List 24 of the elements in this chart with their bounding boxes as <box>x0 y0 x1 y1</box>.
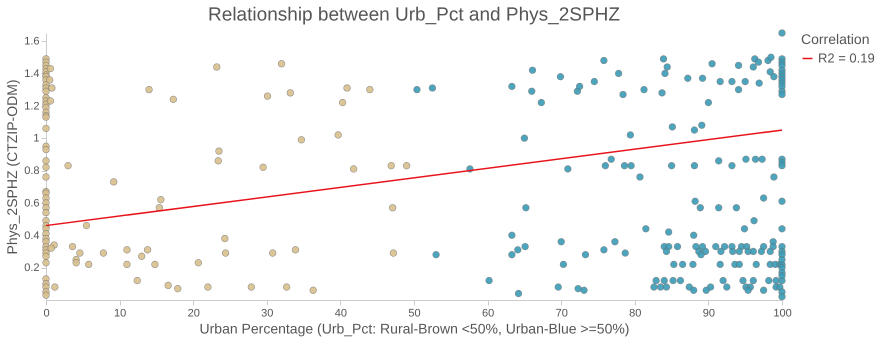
y-tick-label: 1.2 <box>24 100 40 112</box>
x-tick-label: 60 <box>482 308 494 320</box>
chart-title: Relationship between Urb_Pct and Phys_2SPHZ <box>208 4 620 26</box>
x-tick-label: 80 <box>629 308 642 320</box>
x-tick-label: 40 <box>334 308 348 320</box>
y-tick-label: 1.4 <box>24 68 40 80</box>
y-tick-label: 0.6 <box>24 197 40 210</box>
x-tick-label: 30 <box>261 308 274 320</box>
x-axis-title: Urban Percentage (Urb_Pct: Rural-Brown <50%, Urban-Blue >=50%) <box>200 320 630 336</box>
y-tick-label: 1.6 <box>24 36 40 48</box>
x-tick-label: 90 <box>702 308 716 320</box>
legend-label: R2 = 0.19 <box>818 50 875 66</box>
y-tick-label: 0.2 <box>24 262 40 274</box>
x-tick-label: 10 <box>114 308 126 320</box>
y-tick-label: 1 <box>33 132 40 145</box>
x-tick-label: 70 <box>556 308 568 320</box>
y-tick-label: 0.4 <box>24 230 40 242</box>
x-tick-label: 0 <box>43 308 50 320</box>
x-tick-label: 50 <box>408 308 421 320</box>
y-tick-label: 0.8 <box>24 165 40 178</box>
x-tick-label: 20 <box>188 308 200 320</box>
x-tick-label: 100 <box>773 308 792 320</box>
y-axis-title: Phys_2SPHZ (CTZIP-ODM) <box>4 79 20 255</box>
legend-title: Correlation <box>801 31 870 47</box>
